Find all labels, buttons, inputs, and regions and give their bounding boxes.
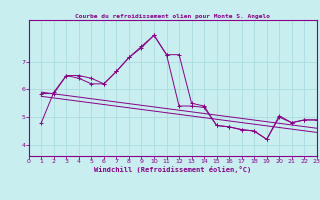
Title: Courbe du refroidissement olien pour Monte S. Angelo: Courbe du refroidissement olien pour Mon… <box>75 14 270 19</box>
X-axis label: Windchill (Refroidissement éolien,°C): Windchill (Refroidissement éolien,°C) <box>94 166 252 173</box>
